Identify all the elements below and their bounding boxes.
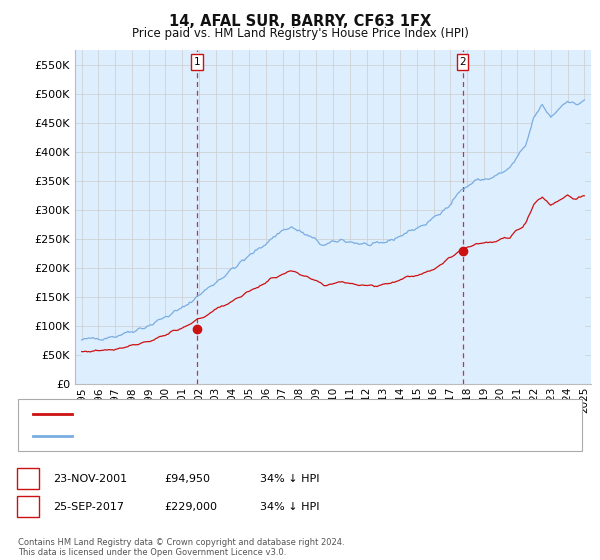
Text: Price paid vs. HM Land Registry's House Price Index (HPI): Price paid vs. HM Land Registry's House … (131, 27, 469, 40)
Text: 34% ↓ HPI: 34% ↓ HPI (260, 502, 319, 512)
Text: £229,000: £229,000 (164, 502, 217, 512)
Text: Contains HM Land Registry data © Crown copyright and database right 2024.
This d: Contains HM Land Registry data © Crown c… (18, 538, 344, 557)
Text: 2: 2 (25, 502, 31, 512)
Text: £94,950: £94,950 (164, 474, 210, 484)
Text: HPI: Average price, detached house, Vale of Glamorgan: HPI: Average price, detached house, Vale… (78, 431, 367, 441)
Text: 34% ↓ HPI: 34% ↓ HPI (260, 474, 319, 484)
Text: 14, AFAL SUR, BARRY, CF63 1FX: 14, AFAL SUR, BARRY, CF63 1FX (169, 14, 431, 29)
Text: 1: 1 (25, 474, 31, 484)
Text: 23-NOV-2001: 23-NOV-2001 (53, 474, 127, 484)
Text: 25-SEP-2017: 25-SEP-2017 (53, 502, 124, 512)
Text: 2: 2 (459, 57, 466, 67)
Text: 14, AFAL SUR, BARRY, CF63 1FX (detached house): 14, AFAL SUR, BARRY, CF63 1FX (detached … (78, 409, 339, 419)
Text: 1: 1 (194, 57, 200, 67)
